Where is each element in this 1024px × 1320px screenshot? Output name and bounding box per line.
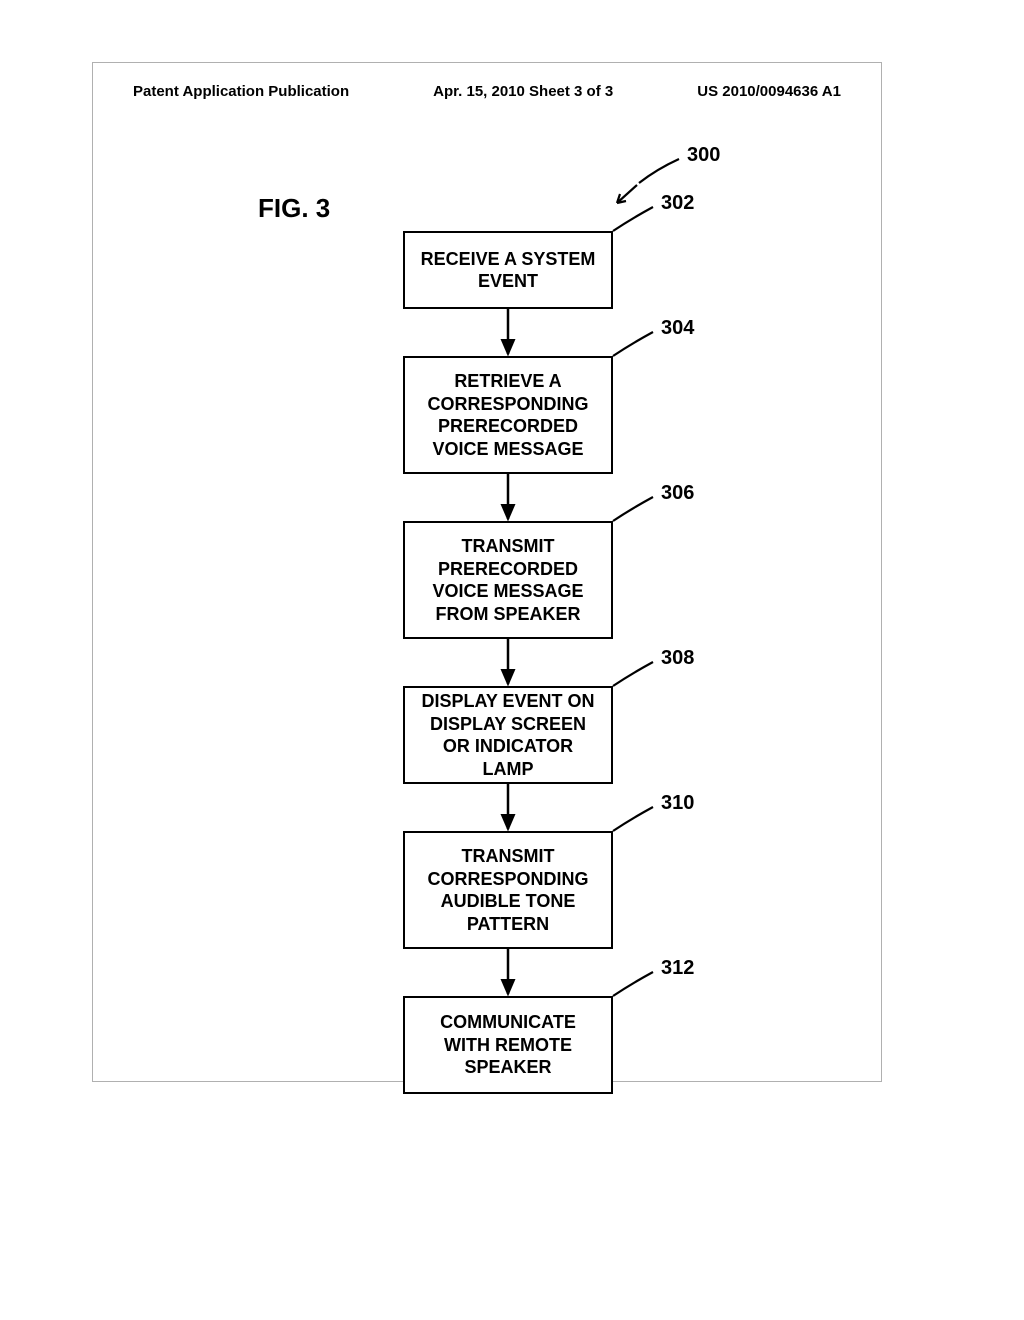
page-frame: Patent Application Publication Apr. 15, …: [92, 62, 882, 1082]
svg-text:302: 302: [661, 192, 694, 214]
header-right: US 2010/0094636 A1: [697, 83, 841, 100]
flow-box-304: RETRIEVE A CORRESPONDING PRERECORDED VOI…: [403, 356, 613, 474]
svg-text:310: 310: [661, 792, 694, 814]
svg-text:300: 300: [687, 144, 720, 166]
flow-box-306: TRANSMIT PRERECORDED VOICE MESSAGE FROM …: [403, 521, 613, 639]
page-header: Patent Application Publication Apr. 15, …: [93, 83, 881, 100]
svg-text:312: 312: [661, 957, 694, 979]
svg-text:304: 304: [661, 317, 695, 339]
flow-box-310: TRANSMIT CORRESPONDING AUDIBLE TONE PATT…: [403, 831, 613, 949]
figure-label: FIG. 3: [258, 193, 330, 224]
flow-box-312: COMMUNICATE WITH REMOTE SPEAKER: [403, 996, 613, 1094]
svg-text:308: 308: [661, 647, 694, 669]
header-left: Patent Application Publication: [133, 83, 349, 100]
flow-box-302: RECEIVE A SYSTEM EVENT: [403, 231, 613, 309]
header-center: Apr. 15, 2010 Sheet 3 of 3: [433, 83, 613, 100]
svg-text:306: 306: [661, 482, 694, 504]
flow-box-308: DISPLAY EVENT ON DISPLAY SCREEN OR INDIC…: [403, 686, 613, 784]
